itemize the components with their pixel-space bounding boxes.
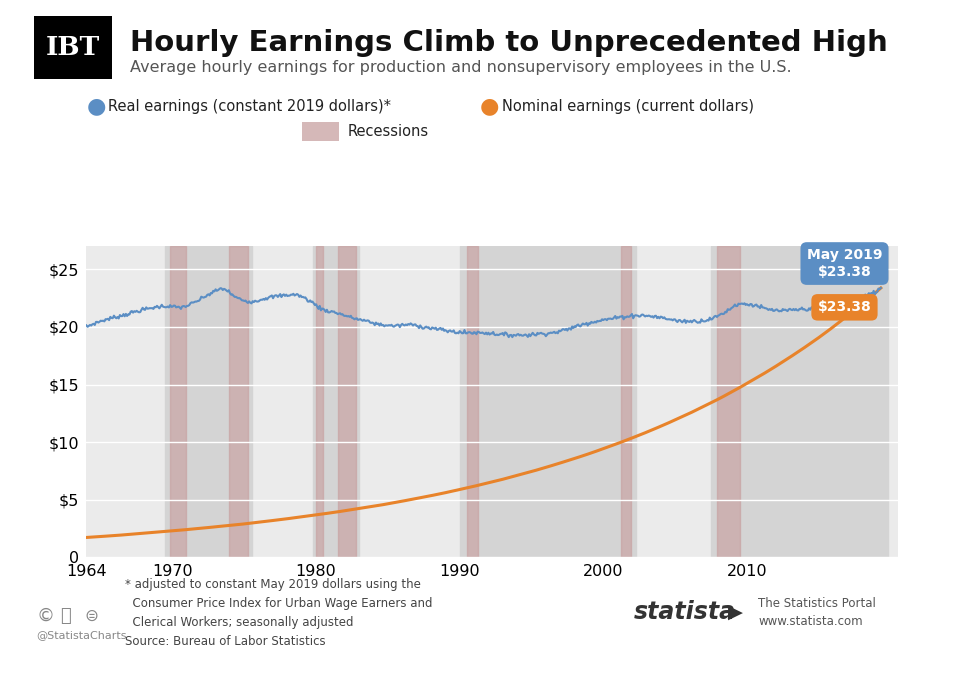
Text: Nominal earnings (current dollars): Nominal earnings (current dollars) bbox=[502, 98, 755, 114]
Bar bbox=[170, 246, 185, 557]
Bar bbox=[460, 246, 636, 557]
Text: @StatistaCharts: @StatistaCharts bbox=[36, 630, 127, 640]
Text: The Statistics Portal: The Statistics Portal bbox=[758, 596, 876, 610]
Text: May 2019
$23.38: May 2019 $23.38 bbox=[806, 248, 882, 278]
Text: Average hourly earnings for production and nonsupervisory employees in the U.S.: Average hourly earnings for production a… bbox=[130, 60, 791, 75]
Bar bbox=[316, 246, 324, 557]
Text: Real earnings (constant 2019 dollars)*: Real earnings (constant 2019 dollars)* bbox=[108, 98, 392, 114]
Bar bbox=[621, 246, 631, 557]
Text: Recessions: Recessions bbox=[348, 124, 429, 139]
Text: ●: ● bbox=[86, 96, 106, 116]
Text: ⓘ: ⓘ bbox=[60, 607, 71, 624]
Bar bbox=[467, 246, 478, 557]
Text: $23.38: $23.38 bbox=[818, 300, 872, 315]
Text: statista: statista bbox=[634, 600, 735, 624]
Text: ©: © bbox=[36, 607, 55, 624]
Text: Hourly Earnings Climb to Unprecedented High: Hourly Earnings Climb to Unprecedented H… bbox=[130, 29, 887, 57]
Text: * adjusted to constant May 2019 dollars using the
  Consumer Price Index for Urb: * adjusted to constant May 2019 dollars … bbox=[125, 578, 432, 648]
Bar bbox=[717, 246, 739, 557]
Bar bbox=[338, 246, 355, 557]
Text: ⊜: ⊜ bbox=[84, 607, 98, 624]
Bar bbox=[313, 246, 359, 557]
Bar bbox=[165, 246, 252, 557]
Bar bbox=[228, 246, 248, 557]
Text: ●: ● bbox=[480, 96, 499, 116]
Text: www.statista.com: www.statista.com bbox=[758, 614, 863, 628]
Text: ▶: ▶ bbox=[728, 603, 743, 622]
Text: IBT: IBT bbox=[46, 35, 100, 60]
Bar bbox=[711, 246, 888, 557]
